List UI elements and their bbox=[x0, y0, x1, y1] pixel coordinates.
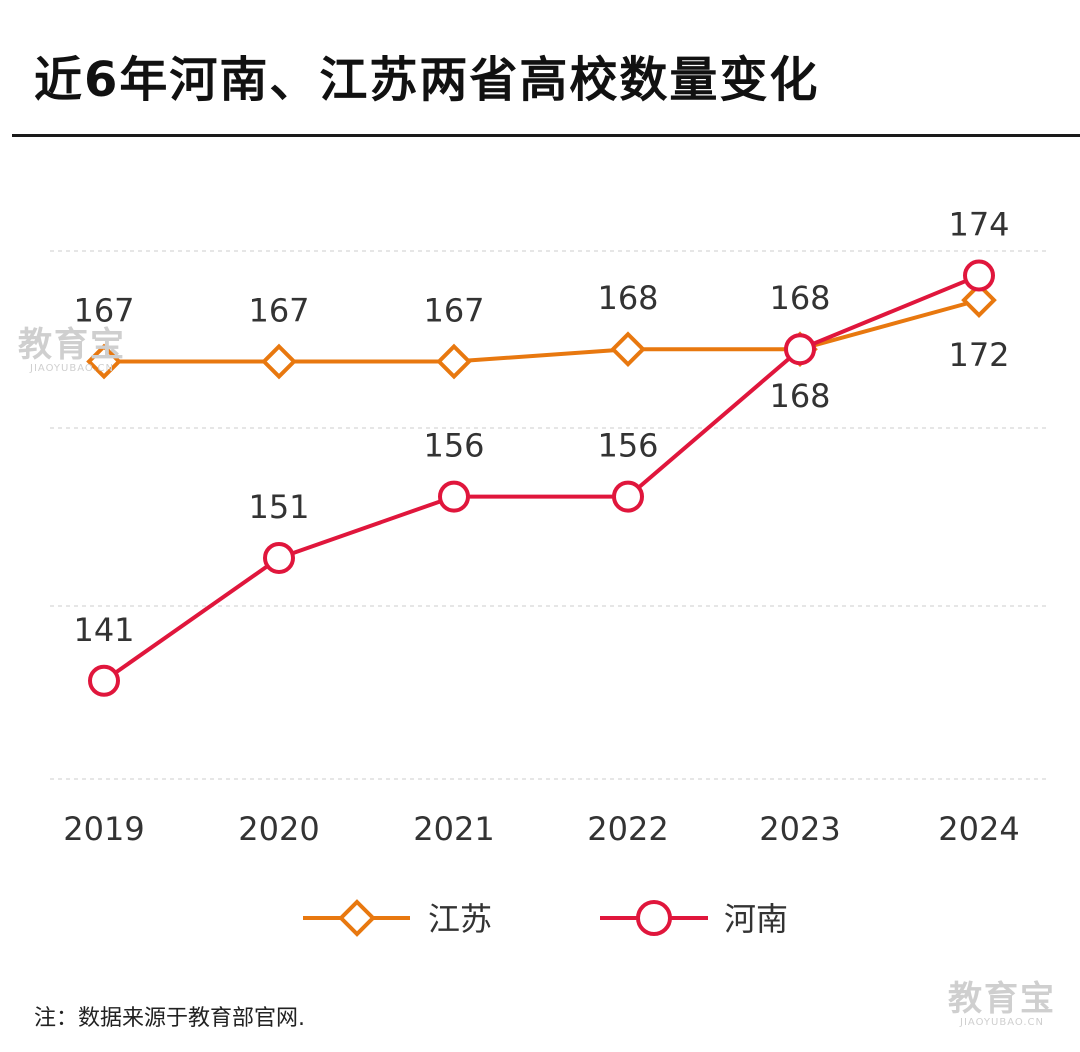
x-tick-label: 2021 bbox=[413, 810, 494, 848]
x-tick-label: 2019 bbox=[63, 810, 144, 848]
legend-marker-henan bbox=[636, 900, 672, 936]
data-point-henan bbox=[612, 480, 644, 513]
data-point-henan bbox=[88, 664, 120, 697]
data-point-henan bbox=[263, 541, 295, 574]
x-tick-label: 2023 bbox=[759, 810, 840, 848]
data-label-jiangsu: 168 bbox=[597, 279, 658, 317]
data-label-henan: 151 bbox=[248, 488, 309, 526]
x-tick-label: 2022 bbox=[587, 810, 668, 848]
watermark-logo-right: 教育宝 JIAOYUBAO.CN bbox=[948, 982, 1056, 1028]
data-label-henan: 156 bbox=[423, 427, 484, 465]
x-tick-label: 2020 bbox=[238, 810, 319, 848]
watermark-text: 教育宝 bbox=[948, 979, 1056, 1019]
data-point-jiangsu bbox=[961, 282, 997, 318]
source-note: 注：数据来源于教育部官网. bbox=[34, 1006, 305, 1031]
data-point-henan bbox=[438, 480, 470, 513]
data-point-jiangsu bbox=[261, 343, 297, 380]
data-label-jiangsu: 167 bbox=[73, 292, 134, 330]
watermark-subtext: JIAOYUBAO.CN bbox=[960, 1017, 1044, 1028]
legend-marker-jiangsu bbox=[338, 899, 376, 937]
data-label-henan: 174 bbox=[948, 206, 1009, 244]
title-divider bbox=[12, 134, 1080, 137]
data-label-henan: 168 bbox=[769, 377, 830, 415]
data-label-henan: 156 bbox=[597, 427, 658, 465]
data-point-henan bbox=[963, 259, 995, 292]
series-line-jiangsu bbox=[104, 298, 980, 364]
series-line-henan bbox=[102, 273, 980, 683]
data-label-jiangsu: 172 bbox=[948, 336, 1009, 374]
watermark-text: 教育宝 bbox=[18, 325, 126, 365]
data-label-jiangsu: 168 bbox=[769, 279, 830, 317]
data-label-henan: 141 bbox=[73, 611, 134, 649]
chart-title: 近6年河南、江苏两省高校数量变化 bbox=[34, 52, 820, 108]
legend-label-henan: 河南 bbox=[724, 900, 788, 938]
data-point-jiangsu bbox=[86, 343, 122, 380]
x-tick-label: 2024 bbox=[938, 810, 1019, 848]
legend-label-jiangsu: 江苏 bbox=[428, 900, 492, 938]
data-label-jiangsu: 167 bbox=[248, 292, 309, 330]
watermark-logo-left: 教育宝 JIAOYUBAO.CN bbox=[18, 328, 126, 374]
data-point-jiangsu bbox=[436, 343, 472, 380]
data-point-jiangsu bbox=[610, 331, 646, 368]
data-label-jiangsu: 167 bbox=[423, 292, 484, 330]
data-point-henan bbox=[784, 333, 816, 366]
watermark-subtext: JIAOYUBAO.CN bbox=[30, 363, 114, 374]
